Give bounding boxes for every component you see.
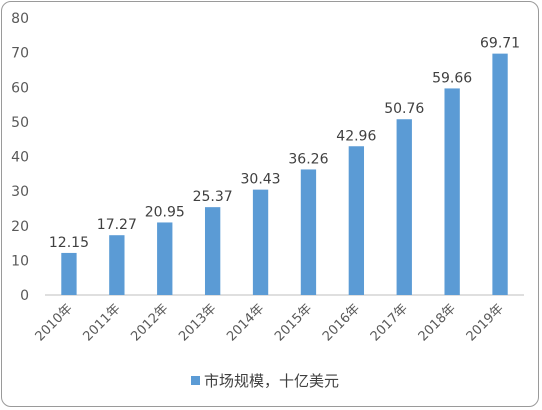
bar (252, 189, 269, 295)
bar (492, 53, 508, 296)
bar (61, 252, 77, 295)
legend-swatch (191, 376, 200, 385)
y-tick-label: 40 (11, 150, 29, 166)
y-tick-label: 70 (11, 46, 29, 62)
y-tick-label: 30 (11, 184, 29, 200)
data-label: 50.76 (384, 101, 424, 117)
data-label: 25.37 (193, 189, 233, 205)
y-tick-label: 20 (11, 219, 29, 235)
data-label: 20.95 (145, 204, 185, 220)
bar (444, 88, 460, 296)
data-label: 30.43 (241, 172, 281, 188)
y-tick-label: 10 (11, 253, 29, 269)
data-label: 17.27 (97, 217, 137, 233)
x-tick-label: 2015年 (272, 301, 315, 344)
x-tick-label: 2012年 (128, 301, 171, 344)
data-label: 42.96 (336, 128, 376, 144)
x-tick-label: 2011年 (80, 301, 123, 344)
bar (109, 235, 125, 295)
bar (348, 146, 365, 295)
bar (300, 169, 317, 295)
legend-label: 市场规模，十亿美元 (204, 372, 339, 390)
x-tick-label: 2017年 (368, 301, 411, 344)
y-tick-label: 50 (11, 115, 29, 131)
data-label: 59.66 (432, 70, 472, 86)
y-tick-label: 80 (11, 11, 29, 27)
data-label: 36.26 (288, 151, 328, 167)
x-tick-label: 2010年 (33, 301, 76, 344)
x-tick-label: 2014年 (224, 301, 267, 344)
data-label: 69.71 (480, 36, 520, 52)
x-tick-label: 2018年 (416, 301, 459, 344)
x-tick-label: 2013年 (176, 301, 219, 344)
data-label: 12.15 (49, 235, 89, 251)
x-tick-label: 2016年 (320, 301, 363, 344)
y-tick-label: 0 (20, 288, 29, 304)
y-tick-label: 60 (11, 80, 29, 96)
x-tick-label: 2019年 (464, 301, 507, 344)
bar (157, 222, 173, 295)
bar (396, 119, 412, 295)
bar (204, 207, 221, 295)
